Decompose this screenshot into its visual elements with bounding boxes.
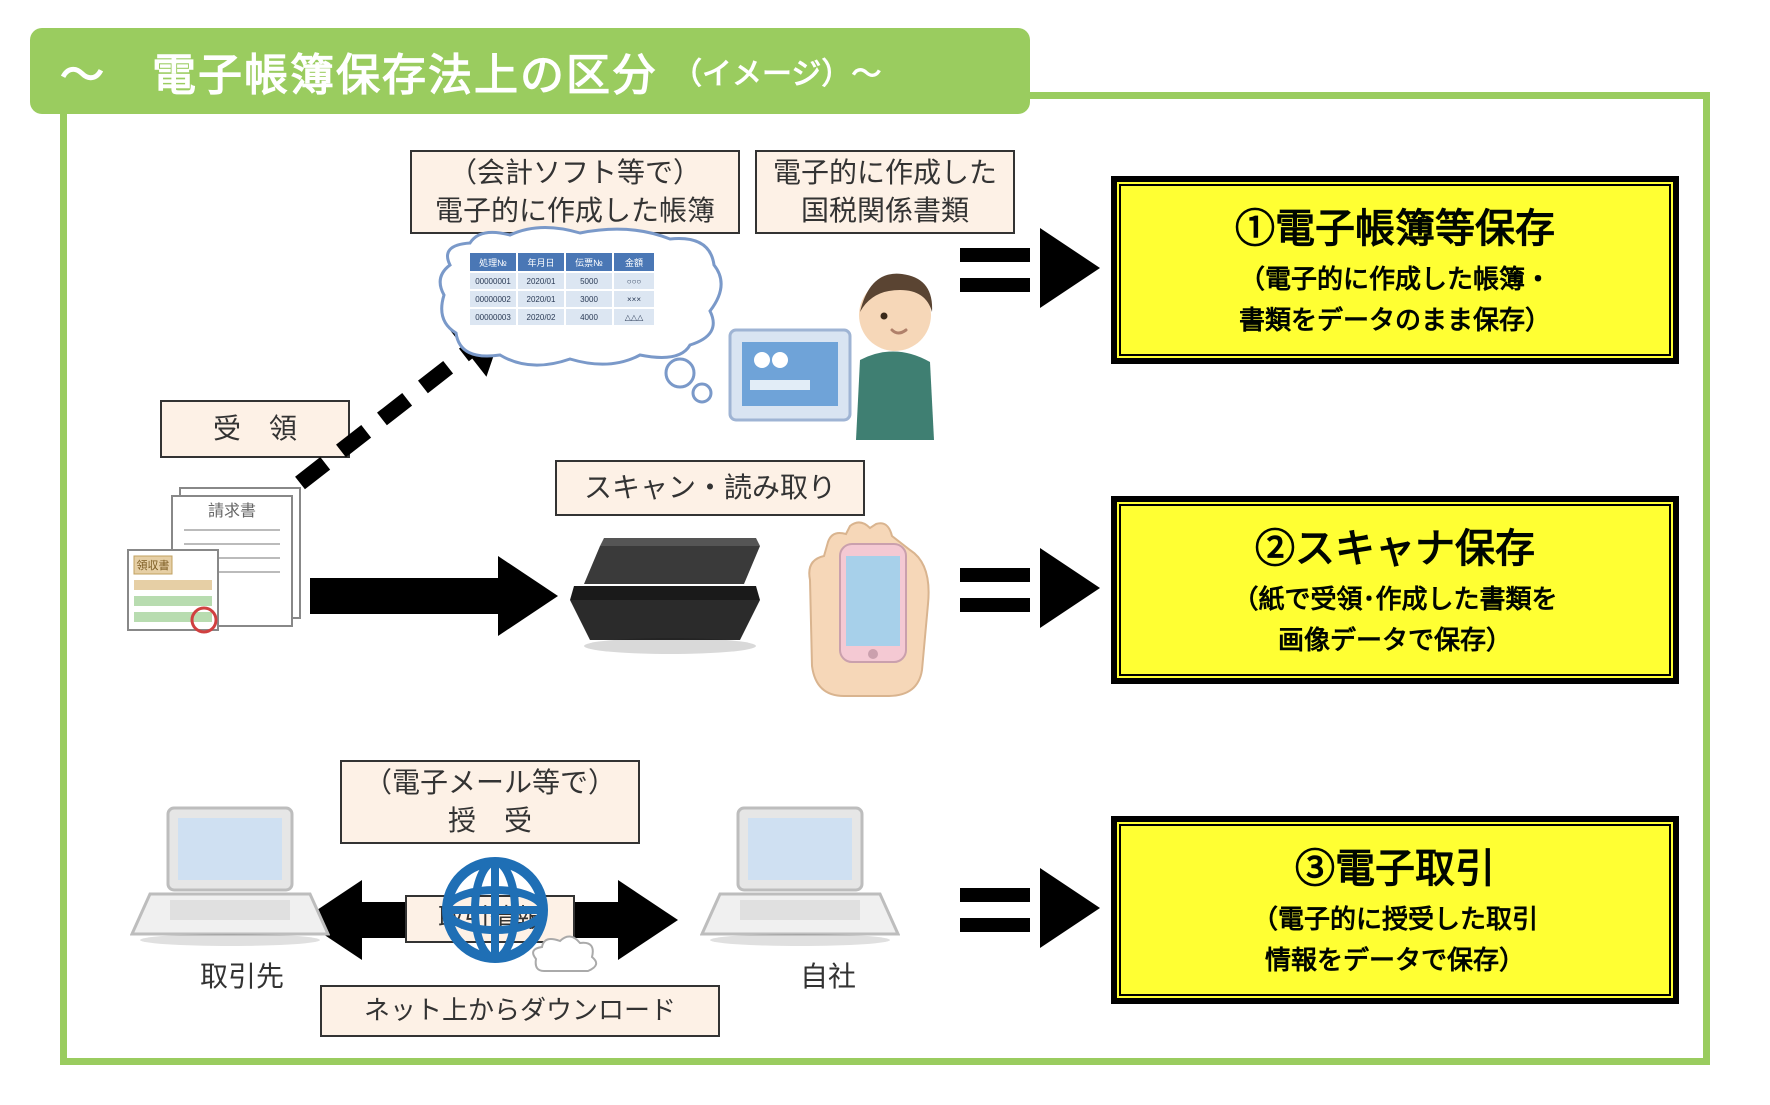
svg-text:2020/01: 2020/01 <box>527 277 556 286</box>
svg-text:5000: 5000 <box>580 277 598 286</box>
svg-text:00000003: 00000003 <box>475 313 511 322</box>
label-scan-read: スキャン・読み取り <box>555 460 865 516</box>
svg-text:×××: ××× <box>627 295 641 304</box>
laptop-right-icon <box>700 800 900 950</box>
equals-arrow-3 <box>960 880 1030 940</box>
solid-arrow-head <box>498 556 558 636</box>
result-box-1: ①電子帳簿等保存 （電子的に作成した帳簿・ 書類をデータのまま保存） <box>1115 180 1675 360</box>
label-scan-read-text: スキャン・読み取り <box>584 469 836 507</box>
result-3-sub2: 情報をデータで保存） <box>1265 943 1525 978</box>
svg-text:領収書: 領収書 <box>137 558 170 572</box>
label-download-text: ネット上からダウンロード <box>364 993 676 1028</box>
svg-text:2020/01: 2020/01 <box>527 295 556 304</box>
svg-text:年月日: 年月日 <box>527 257 554 268</box>
result-box-3: ③電子取引 （電子的に授受した取引 情報をデータで保存） <box>1115 820 1675 1000</box>
result-3-title: ③電子取引 <box>1295 842 1495 896</box>
result-1-sub1: （電子的に作成した帳簿・ <box>1239 262 1551 297</box>
label-email-l1: （電子メール等で） <box>364 764 616 802</box>
label-receive: 受 領 <box>160 400 350 458</box>
arrowhead-3 <box>1040 868 1100 948</box>
svg-text:4000: 4000 <box>580 313 598 322</box>
thought-bubble-icon: 処理№ 年月日 伝票№ 金額 00000001 2020/01 5000 ○○○ 00… <box>430 225 730 415</box>
svg-text:3000: 3000 <box>580 295 598 304</box>
title-main: ～ 電子帳簿保存法上の区分 <box>60 39 658 103</box>
result-2-sub1: （紙で受領･作成した書類を <box>1232 582 1557 617</box>
svg-text:2020/02: 2020/02 <box>527 313 556 322</box>
label-created-docs: 電子的に作成した 国税関係書類 <box>755 150 1015 234</box>
cloud-icon <box>530 935 600 985</box>
label-email-l2: 授 受 <box>448 802 532 840</box>
person-at-pc-icon <box>720 260 950 450</box>
caption-partner: 取引先 <box>200 955 284 995</box>
label-created-docs-l1: 電子的に作成した <box>773 154 997 192</box>
result-1-sub2: 書類をデータのまま保存） <box>1239 303 1551 338</box>
svg-text:伝票№: 伝票№ <box>575 258 603 268</box>
arrowhead-2 <box>1040 548 1100 628</box>
svg-text:処理№: 処理№ <box>479 257 507 268</box>
result-3-sub1: （電子的に授受した取引 <box>1252 902 1538 937</box>
label-created-docs-l2: 国税関係書類 <box>801 192 969 230</box>
docs-icon: 請求書 領収書 <box>120 480 320 650</box>
label-email: （電子メール等で） 授 受 <box>340 760 640 844</box>
label-receive-text: 受 領 <box>213 410 297 448</box>
result-2-title: ②スキャナ保存 <box>1255 522 1535 576</box>
svg-text:△△△: △△△ <box>625 313 644 322</box>
result-2-sub2: 画像データで保存） <box>1278 623 1512 658</box>
svg-text:○○○: ○○○ <box>627 277 642 286</box>
title-sub: （イメージ）～ <box>672 49 881 93</box>
equals-arrow-2 <box>960 560 1030 620</box>
label-download: ネット上からダウンロード <box>320 985 720 1037</box>
solid-arrow-shaft <box>310 578 500 614</box>
svg-text:00000002: 00000002 <box>475 295 511 304</box>
laptop-left-icon <box>130 800 330 950</box>
scanner-icon <box>560 530 770 660</box>
arrowhead-1 <box>1040 228 1100 308</box>
result-1-title: ①電子帳簿等保存 <box>1235 202 1555 256</box>
result-box-2: ②スキャナ保存 （紙で受領･作成した書類を 画像データで保存） <box>1115 500 1675 680</box>
svg-text:00000001: 00000001 <box>475 277 511 286</box>
svg-text:請求書: 請求書 <box>208 502 256 520</box>
caption-self: 自社 <box>800 955 856 995</box>
smartphone-icon <box>790 520 940 700</box>
label-created-ledger-l1: （会計ソフト等で） <box>449 154 701 192</box>
label-created-ledger: （会計ソフト等で） 電子的に作成した帳簿 <box>410 150 740 234</box>
equals-arrow-1 <box>960 240 1030 300</box>
svg-text:金額: 金額 <box>625 257 643 268</box>
title-banner: ～ 電子帳簿保存法上の区分 （イメージ）～ <box>30 28 1030 114</box>
double-arrow-right-head <box>618 880 678 960</box>
